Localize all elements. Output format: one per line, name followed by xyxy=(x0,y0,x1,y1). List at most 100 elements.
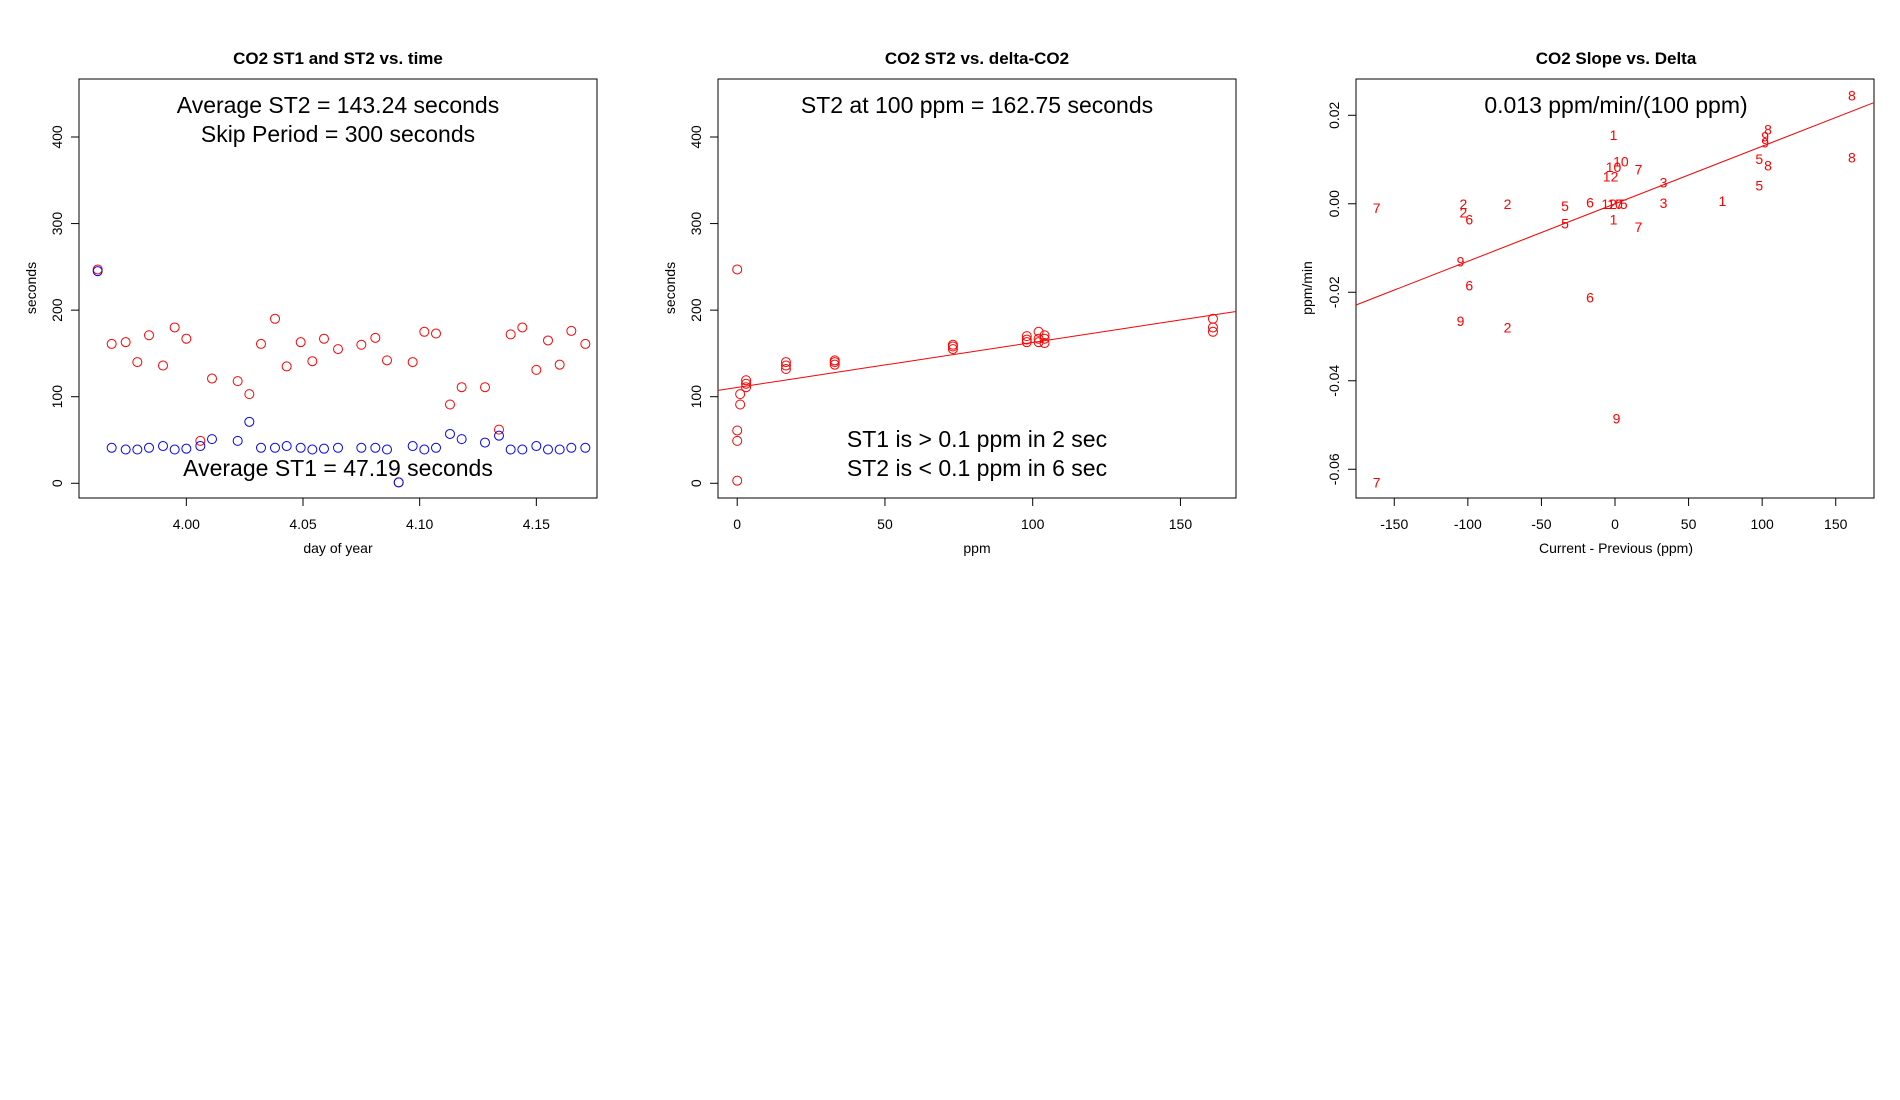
y-tick-label: 200 xyxy=(688,298,704,322)
point-label: 6 xyxy=(1586,290,1594,306)
point-label: 12 xyxy=(1603,168,1619,184)
data-point xyxy=(333,442,343,453)
data-point xyxy=(580,338,591,349)
point-label: 8 xyxy=(1848,149,1856,165)
data-point xyxy=(132,357,143,368)
annotation-skip-period: Skip Period = 300 seconds xyxy=(201,121,475,147)
point-label: 5 xyxy=(1620,196,1628,212)
data-point xyxy=(120,337,131,348)
data-point xyxy=(195,441,206,452)
x-tick-label: 150 xyxy=(1169,516,1193,532)
data-point xyxy=(456,434,467,445)
point-label: 9 xyxy=(1457,253,1465,269)
data-point xyxy=(256,442,266,453)
data-point xyxy=(181,443,192,454)
x-tick-label: 100 xyxy=(1750,516,1774,532)
data-point xyxy=(480,437,490,448)
panel-st1-st2-vs-time: CO2 ST1 and ST2 vs. time 4.00 4.05 4.10 4.1… xyxy=(23,49,598,556)
fit-line xyxy=(1355,102,1875,306)
data-point xyxy=(566,442,577,453)
point-label: 2 xyxy=(1460,205,1468,221)
data-point xyxy=(393,477,404,488)
y-tick-label: 0.00 xyxy=(1326,190,1342,217)
data-point xyxy=(732,435,743,446)
point-label: 2 xyxy=(1460,196,1468,212)
chart-title: CO2 ST1 and ST2 vs. time xyxy=(233,49,443,68)
data-point xyxy=(431,442,441,453)
data-point xyxy=(356,339,367,350)
data-point xyxy=(531,364,542,375)
data-point xyxy=(106,338,117,349)
data-point xyxy=(232,376,243,387)
data-point xyxy=(356,442,367,453)
data-point xyxy=(382,355,392,366)
data-point xyxy=(419,444,430,455)
y-axis: 0 100 200 300 400 xyxy=(688,125,719,487)
annotation-slope: 0.013 ppm/min/(100 ppm) xyxy=(1484,92,1747,118)
point-label: 5 xyxy=(1561,198,1569,214)
regression-line xyxy=(1355,102,1875,306)
x-tick-label: 0 xyxy=(733,516,741,532)
x-axis-label: ppm xyxy=(963,540,990,556)
data-point xyxy=(307,444,318,455)
data-point xyxy=(735,389,746,400)
point-label: 2 xyxy=(1504,196,1512,212)
data-point xyxy=(1039,330,1050,341)
y-tick-label: 100 xyxy=(49,385,65,409)
data-point xyxy=(1207,326,1218,337)
data-point xyxy=(307,356,318,367)
data-point xyxy=(207,373,217,384)
data-point xyxy=(494,430,504,441)
data-point xyxy=(741,375,752,386)
point-label: 5 xyxy=(1755,178,1763,194)
data-points xyxy=(92,264,591,488)
data-point xyxy=(531,441,542,452)
x-tick-label: -150 xyxy=(1380,516,1408,532)
data-point xyxy=(1021,334,1032,345)
point-label: 3 xyxy=(1660,175,1668,191)
point-label: 6 xyxy=(1586,194,1594,210)
annotation-st2-threshold: ST2 is < 0.1 ppm in 6 sec xyxy=(847,455,1107,481)
data-point xyxy=(1033,326,1044,337)
point-label: 2 xyxy=(1504,320,1512,336)
point-label: 7 xyxy=(1635,219,1643,235)
data-point xyxy=(158,441,168,452)
data-point xyxy=(431,328,441,339)
data-point xyxy=(132,444,143,455)
data-point xyxy=(407,357,418,368)
y-tick-label: -0.04 xyxy=(1326,365,1342,397)
y-axis: -0.06 -0.04 -0.02 0.00 0.02 xyxy=(1326,101,1357,485)
data-point xyxy=(319,443,329,454)
x-axis: 4.00 4.05 4.10 4.15 xyxy=(173,497,550,532)
point-label: 6 xyxy=(1465,211,1473,227)
data-point xyxy=(144,330,154,341)
point-label: 10 xyxy=(1607,196,1623,212)
data-point xyxy=(370,332,381,343)
y-axis-label: seconds xyxy=(23,262,39,314)
regression-line xyxy=(717,310,1237,391)
data-point xyxy=(480,382,490,393)
data-point xyxy=(120,444,131,455)
data-point xyxy=(517,322,528,333)
x-tick-label: 4.15 xyxy=(523,516,550,532)
panel-slope-vs-delta: CO2 Slope vs. Delta -150 -100 -50 0 50 100 150… xyxy=(1299,49,1875,556)
annotation-st1-threshold: ST1 is > 0.1 ppm in 2 sec xyxy=(847,426,1107,452)
point-label: 10 xyxy=(1613,154,1629,170)
x-tick-label: -100 xyxy=(1454,516,1482,532)
x-axis-label: day of year xyxy=(303,540,373,556)
data-point xyxy=(947,339,958,350)
data-point xyxy=(270,313,280,324)
point-label: 8 xyxy=(1764,121,1772,137)
data-point xyxy=(732,425,743,436)
data-point xyxy=(232,435,243,446)
data-point xyxy=(169,322,180,333)
point-label: 1 xyxy=(1610,211,1618,227)
data-point xyxy=(543,335,553,346)
y-tick-label: 400 xyxy=(688,125,704,149)
data-point xyxy=(566,325,577,336)
data-point xyxy=(319,333,329,344)
data-point xyxy=(407,441,418,452)
annotation-average-st2: Average ST2 = 143.24 seconds xyxy=(177,92,499,118)
